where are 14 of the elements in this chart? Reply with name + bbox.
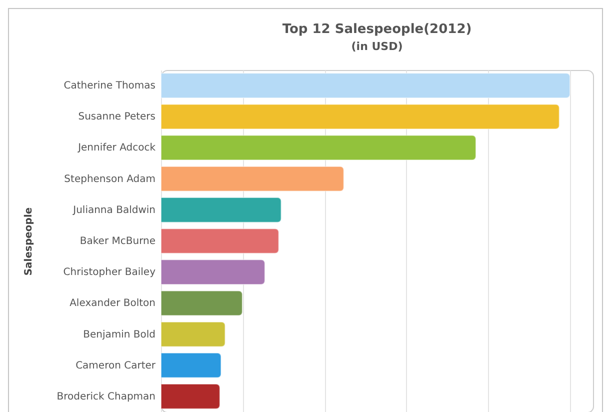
y-tick-label: Julianna Baldwin bbox=[72, 204, 156, 216]
y-tick-label: Stephenson Adam bbox=[64, 174, 156, 185]
y-tick-label: Alexander Bolton bbox=[70, 298, 156, 310]
chart-subtitle: (in USD) bbox=[351, 40, 403, 53]
y-tick-label: Susanne Peters bbox=[78, 112, 156, 123]
chart-title: Top 12 Salespeople(2012) bbox=[282, 22, 472, 37]
y-axis-title: Salespeople bbox=[24, 207, 34, 276]
y-tick-label: Broderick Chapman bbox=[56, 391, 156, 402]
y-tick-label: Benjamin Bold bbox=[83, 329, 156, 340]
y-tick-label: Christopher Bailey bbox=[63, 267, 156, 278]
y-tick-label: Cameron Carter bbox=[76, 360, 156, 372]
y-tick-label: Baker McBurne bbox=[80, 236, 156, 247]
y-tick-label: Jennifer Adcock bbox=[77, 142, 156, 154]
y-tick-label: Catherine Thomas bbox=[64, 80, 156, 92]
